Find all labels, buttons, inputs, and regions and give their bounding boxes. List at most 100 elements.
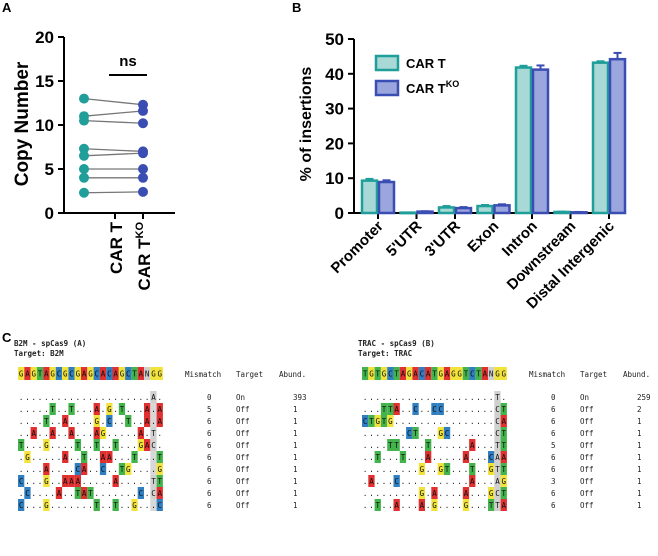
aligned-base: . — [101, 477, 106, 486]
mismatch-base-cell — [500, 415, 507, 427]
aligned-base: . — [413, 477, 418, 486]
xlabel-car-t: CAR T — [107, 221, 126, 274]
aligned-base: . — [483, 477, 488, 486]
aligned-base: . — [25, 441, 30, 450]
aligned-base: . — [101, 393, 106, 402]
ref-base-cell — [481, 367, 488, 380]
ref-base: T — [432, 370, 437, 379]
aligned-base: . — [375, 429, 380, 438]
aligned-base: . — [63, 393, 68, 402]
ref-base: G — [50, 370, 55, 379]
aligned-base: . — [88, 429, 93, 438]
b-x-tick-label: 3'UTR — [422, 218, 464, 260]
aligned-base: . — [457, 477, 462, 486]
aligned-base: . — [438, 501, 443, 510]
aligned-base: . — [120, 429, 125, 438]
aligned-base: . — [457, 405, 462, 414]
ref-base: C — [57, 370, 62, 379]
header-abund: Abund. — [623, 370, 650, 379]
mismatch-base-cell — [399, 451, 407, 463]
aligned-base: T — [94, 441, 99, 450]
ref-base-cell — [112, 367, 119, 380]
panel-a-ylabel: Copy Number — [12, 61, 33, 186]
aligned-base: G — [464, 501, 469, 510]
mismatch-base-cell — [494, 415, 501, 427]
aligned-base: . — [151, 405, 156, 414]
mismatch-base-cell — [68, 475, 75, 487]
mismatch-base-cell — [106, 415, 113, 427]
mismatch-base-cell — [81, 451, 88, 463]
mismatch-base-cell — [112, 439, 119, 451]
row-mismatch: 6 — [551, 489, 556, 498]
aligned-base: . — [438, 477, 443, 486]
aligned-base: . — [483, 501, 488, 510]
aligned-base: T — [413, 429, 418, 438]
mismatch-base-cell — [412, 427, 419, 439]
aligned-base: . — [407, 477, 412, 486]
aligned-base: C — [139, 489, 144, 498]
mismatch-base-cell — [156, 475, 163, 487]
mismatch-base-cell — [24, 451, 31, 463]
mismatch-base-cell — [43, 415, 50, 427]
b-x-tick-label: Promoter — [328, 218, 387, 277]
aligned-base: . — [57, 441, 62, 450]
ns-label: ns — [119, 53, 137, 70]
aligned-base: . — [483, 453, 488, 462]
mismatch-base-cell — [18, 475, 25, 487]
panel-b-letter: B — [292, 0, 302, 15]
aligned-base: . — [483, 489, 488, 498]
mismatch-base-cell — [18, 499, 25, 511]
aligned-base: . — [426, 501, 431, 510]
point-car-t — [79, 187, 89, 198]
aligned-base: . — [445, 405, 450, 414]
aligned-base: . — [445, 477, 450, 486]
row-mismatch: 3 — [551, 477, 556, 486]
ref-base: A — [113, 370, 118, 379]
mismatch-base-cell — [93, 403, 100, 415]
aligned-base: . — [445, 441, 450, 450]
bar-car-tko — [493, 204, 511, 215]
aligned-base: . — [38, 429, 43, 438]
aligned-base: A — [394, 501, 399, 510]
header-abund: Abund. — [279, 370, 306, 379]
ref-base: C — [94, 370, 99, 379]
aligned-base: . — [94, 465, 99, 474]
aligned-base: . — [483, 417, 488, 426]
ref-base: T — [363, 370, 368, 379]
aligned-base: . — [394, 393, 399, 402]
aligned-base: . — [57, 477, 62, 486]
aligned-base: T — [94, 501, 99, 510]
aligned-base: . — [145, 465, 150, 474]
bar-car-tko — [377, 180, 396, 215]
ref-base: T — [394, 370, 399, 379]
mismatch-base-cell — [43, 463, 50, 475]
aligned-base: . — [426, 417, 431, 426]
aligned-base: T — [369, 417, 374, 426]
aligned-base: . — [489, 393, 494, 402]
aligned-base: . — [464, 405, 469, 414]
aligned-base: . — [107, 489, 112, 498]
pair-line — [83, 148, 144, 153]
aligned-base: T — [495, 465, 500, 474]
aligned-base: . — [50, 393, 55, 402]
aligned-base: . — [151, 501, 156, 510]
aligned-base: . — [489, 477, 494, 486]
aligned-base: . — [76, 405, 81, 414]
aligned-base: . — [132, 465, 137, 474]
ref-base: T — [476, 370, 481, 379]
aligned-base: . — [50, 465, 55, 474]
aligned-base: . — [25, 501, 30, 510]
pam-n-cell — [150, 403, 157, 415]
aligned-base: C — [445, 429, 450, 438]
ref-base-cell — [362, 367, 369, 380]
aligned-base: G — [388, 417, 393, 426]
aligned-base: . — [369, 489, 374, 498]
mismatch-base-cell — [43, 475, 50, 487]
aligned-base: A — [464, 489, 469, 498]
aligned-base: C — [495, 489, 500, 498]
row-target: Off — [580, 501, 594, 510]
aligned-base: . — [113, 393, 118, 402]
aligned-base: . — [113, 489, 118, 498]
left-target-label: Target: B2M — [14, 349, 64, 358]
aligned-base: C — [363, 417, 368, 426]
